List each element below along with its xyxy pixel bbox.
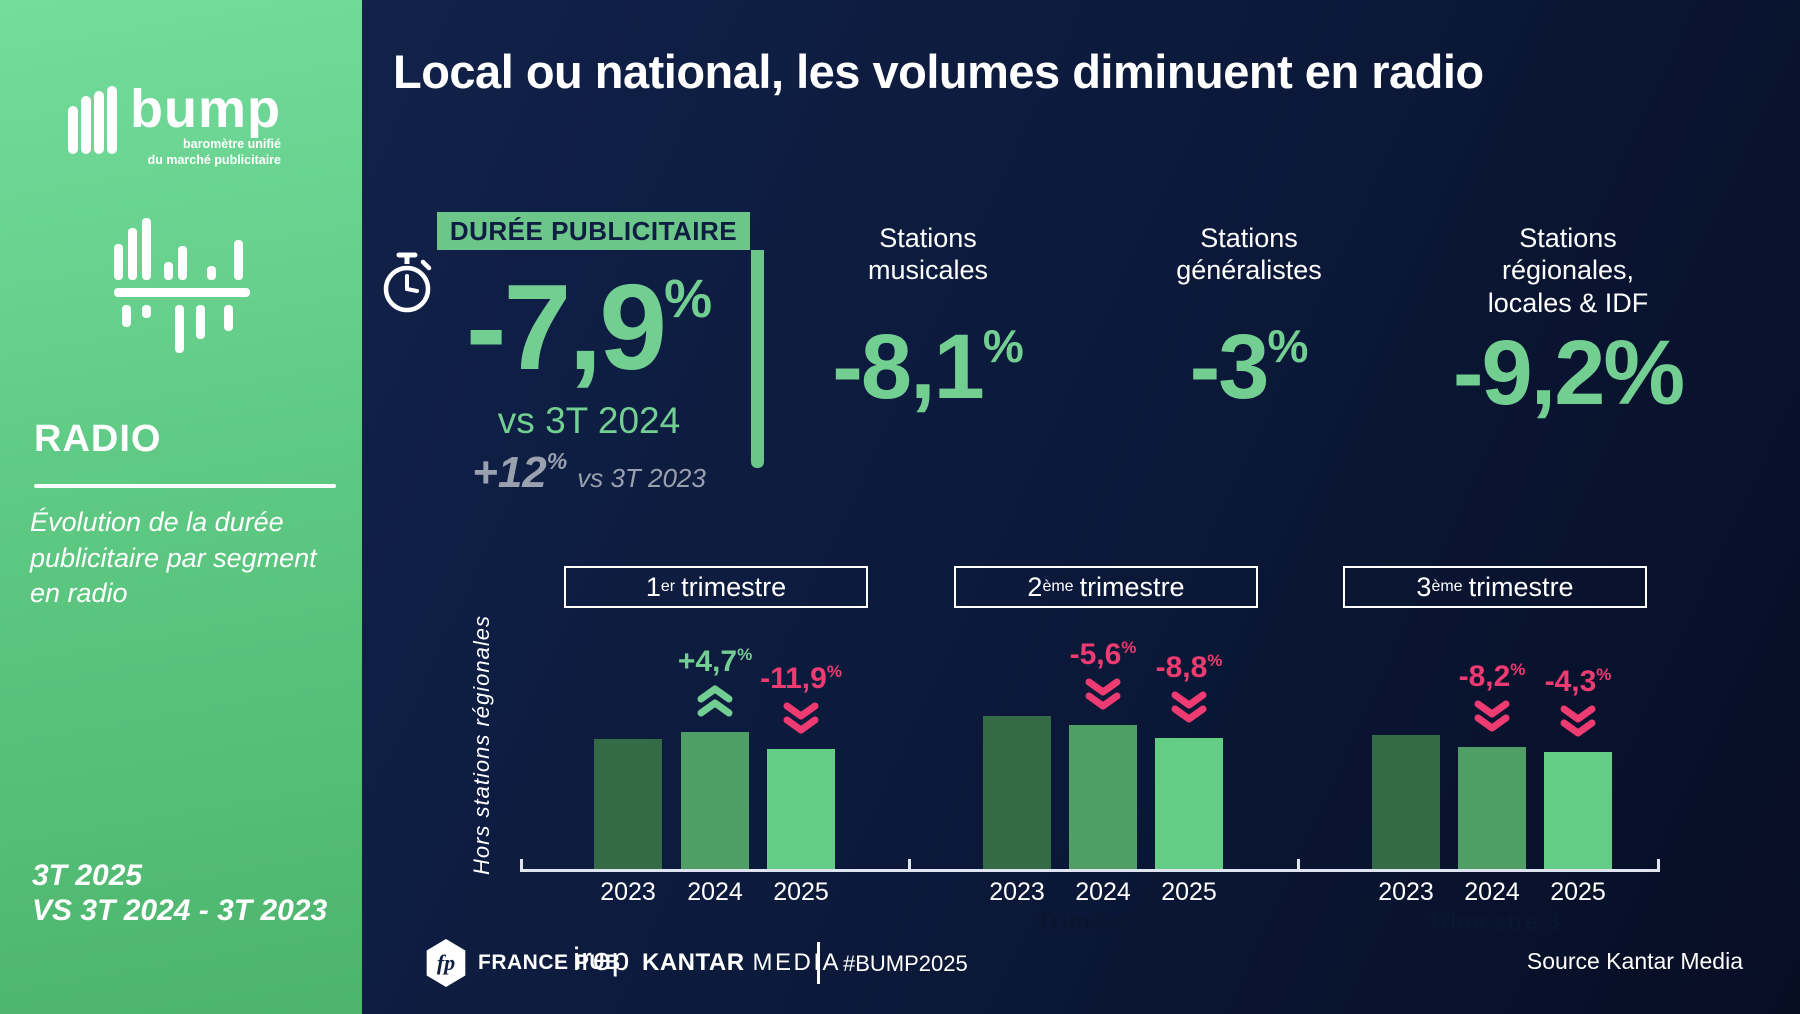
equalizer-icon <box>114 218 250 353</box>
kpi-value: -7,9% <box>465 259 713 395</box>
bar-q1-2023 <box>594 739 662 871</box>
x-tick-label: 2025 <box>1550 878 1606 906</box>
axis-tick <box>520 859 523 872</box>
group-title-q2: 2 ème trimestre <box>954 566 1258 608</box>
page-title: Local ou national, les volumes diminuent… <box>393 45 1484 98</box>
bar-q3-2025: -4,3% <box>1544 665 1612 871</box>
annotation-q1-2025: -11,9% <box>760 662 842 735</box>
group-title-q1: 1 er trimestre <box>564 566 868 608</box>
faint-label-trimestre-3: Trimestre 3 <box>1426 908 1560 936</box>
axis-tick <box>908 859 911 872</box>
x-tick-label: 2025 <box>1161 878 1217 906</box>
annotation-q3-2025: -4,3% <box>1545 665 1611 738</box>
x-tick-label: 2024 <box>1075 878 1131 906</box>
hashtag: #BUMP2025 <box>843 951 968 976</box>
x-tick-label: 2023 <box>1378 878 1434 906</box>
station-generalistes: Stations généralistes -3% <box>1084 222 1414 413</box>
annotation-q3-2024: -8,2% <box>1459 660 1525 733</box>
bar-q2-2024: -5,6% <box>1069 638 1137 871</box>
slide-description: Évolution de la durée publicitaire par s… <box>30 507 317 609</box>
bar-q2-2025: -8,8% <box>1155 651 1223 871</box>
bar-q2-2023 <box>983 716 1051 871</box>
annotation-q2-2025: -8,8% <box>1156 651 1222 724</box>
station-musicales-value: -8,1% <box>832 315 1024 418</box>
bump-logo: bump baromètre unifié du marché publicit… <box>68 79 281 169</box>
station-regionales-value: -9,2% <box>1452 322 1685 425</box>
kpi-comparison: vs 3T 2024 <box>497 400 681 441</box>
brand-tagline: baromètre unifié du marché publicitaire <box>147 137 281 167</box>
section-title-underline <box>34 484 336 488</box>
section-title: RADIO <box>34 418 162 460</box>
chevron-down-icon <box>1171 691 1207 723</box>
france-pub-logo: fp <box>426 939 466 987</box>
x-tick-label: 2023 <box>600 878 656 906</box>
axis-tick <box>1657 859 1660 872</box>
period-label: 3T 2025 VS 3T 2024 - 3T 2023 <box>32 859 328 928</box>
x-tick-label: 2025 <box>773 878 829 906</box>
station-generalistes-value: -3% <box>1189 315 1309 418</box>
group-title-q3: 3 ème trimestre <box>1343 566 1647 608</box>
chevron-down-icon <box>1085 678 1121 710</box>
chevron-up-icon <box>697 685 733 717</box>
bar-q3-2023 <box>1372 735 1440 871</box>
kantar-media-logo: KANTAR MEDIA <box>642 949 842 976</box>
bar-q3-2024: -8,2% <box>1458 660 1526 871</box>
faint-label-trimestre-2: Trimestre 2 <box>1037 908 1171 936</box>
x-tick-label: 2024 <box>1464 878 1520 906</box>
x-tick-label: 2024 <box>687 878 743 906</box>
chevron-down-icon <box>783 702 819 734</box>
kpi-label: DURÉE PUBLICITAIRE <box>437 212 750 250</box>
irep-logo: irep <box>573 941 631 977</box>
bump-logo-bars-icon <box>68 86 117 154</box>
x-tick-label: 2023 <box>989 878 1045 906</box>
chevron-down-icon <box>1560 705 1596 737</box>
stopwatch-icon <box>383 252 432 313</box>
y-axis-label: Hors stations régionales <box>469 615 494 876</box>
annotation-q1-2024: +4,7% <box>678 645 752 718</box>
brand-name: bump <box>130 79 281 139</box>
footer-separator <box>817 942 820 984</box>
x-axis <box>520 869 1660 872</box>
bar-q1-2024: +4,7% <box>678 645 752 871</box>
kpi-secondary: +12%vs 3T 2023 <box>472 448 706 497</box>
station-regionales: Stations régionales, locales & IDF -9,2% <box>1403 222 1733 419</box>
chevron-down-icon <box>1474 700 1510 732</box>
france-pub-wordmark: FRANCE PUB <box>478 951 621 974</box>
annotation-q2-2024: -5,6% <box>1070 638 1136 711</box>
source-credit: Source Kantar Media <box>1526 948 1743 974</box>
kpi-accent-bar <box>751 250 764 468</box>
station-musicales: Stations musicales -8,1% <box>763 222 1093 413</box>
axis-tick <box>1297 859 1300 872</box>
sidebar: bump baromètre unifié du marché publicit… <box>0 0 362 1014</box>
bar-q1-2025: -11,9% <box>760 662 842 871</box>
